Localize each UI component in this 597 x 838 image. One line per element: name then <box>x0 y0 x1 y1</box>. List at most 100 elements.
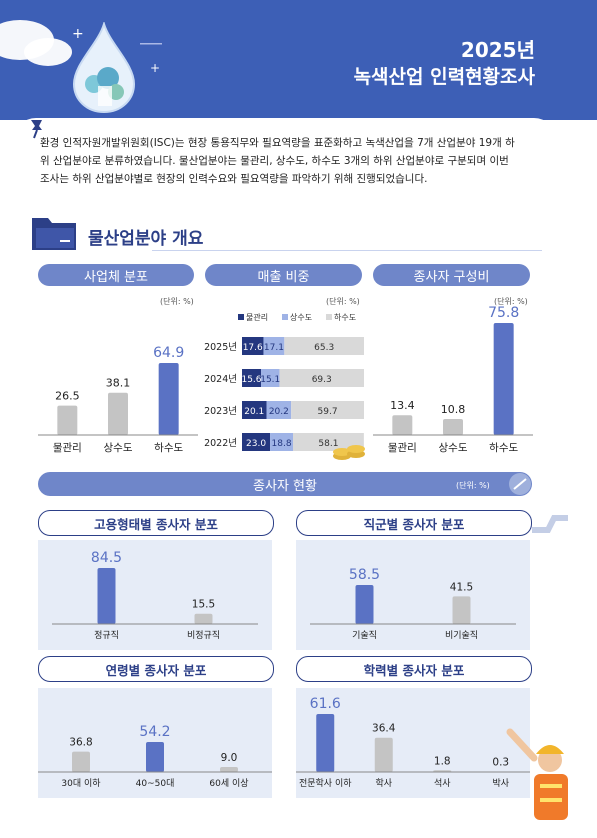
bar-정규직 <box>97 568 116 624</box>
bar-segment <box>266 401 292 419</box>
bar-물관리 <box>392 415 413 435</box>
value-label: 84.5 <box>91 550 122 566</box>
value-label: 15.1 <box>260 375 280 385</box>
education-chart-title: 학력별 종사자 분포 <box>296 656 532 682</box>
value-label: 38.1 <box>106 377 131 390</box>
bar-60세 이상 <box>220 767 238 772</box>
category-label: 60세 이상 <box>209 778 248 789</box>
bar-비기술직 <box>452 596 471 624</box>
category-label: 학사 <box>375 778 392 789</box>
value-label: 41.5 <box>450 581 473 593</box>
bar-30대 이하 <box>72 751 90 772</box>
value-label: 15.5 <box>192 599 215 611</box>
bar-segment <box>242 433 271 451</box>
pushpin-icon <box>31 120 42 139</box>
category-label: 정규직 <box>94 630 119 641</box>
value-label: 36.8 <box>69 737 92 749</box>
bar-하수도 <box>493 323 514 435</box>
value-label: 17.1 <box>264 343 284 353</box>
employment-panel <box>38 540 272 650</box>
category-label: 2022년 <box>204 438 237 449</box>
sales-unit: (단위: %) <box>326 297 360 306</box>
value-label: 23.0 <box>246 439 266 449</box>
bar-segment <box>242 337 264 355</box>
business-unit: (단위: %) <box>160 297 194 306</box>
water-pipe-icon <box>532 515 568 533</box>
svg-text:+: + <box>72 26 84 42</box>
bar-segment <box>263 337 285 355</box>
legend-swatch <box>326 314 332 320</box>
value-label: 65.3 <box>314 343 334 353</box>
legend-label: 물관리 <box>246 312 268 322</box>
category-label: 박사 <box>492 778 509 789</box>
employment-type-chart: 84.5 정규직 15.5 비정규직 <box>52 550 258 641</box>
svg-text:+: + <box>150 61 160 75</box>
value-label: 1.8 <box>434 755 451 767</box>
bar-segment <box>270 433 293 451</box>
bar-학사 <box>374 737 393 772</box>
bar-segment <box>292 433 364 451</box>
value-label: 59.7 <box>318 407 338 417</box>
employment-chart-title: 고용형태별 종사자 분포 <box>38 510 274 536</box>
value-label: 17.6 <box>243 343 263 353</box>
category-label: 상수도 <box>104 442 133 454</box>
pipe-end-icon <box>509 473 531 495</box>
category-label: 기술직 <box>352 630 377 641</box>
business-distribution-chart: 26.5 물관리 38.1 상수도 64.9 하수도 <box>38 345 198 454</box>
bar-상수도 <box>108 392 128 435</box>
value-label: 0.3 <box>492 757 509 769</box>
value-label: 61.6 <box>310 696 341 712</box>
age-chart-title: 연령별 종사자 분포 <box>38 656 274 682</box>
bar-하수도 <box>158 363 179 435</box>
value-label: 13.4 <box>390 399 415 412</box>
category-label: 상수도 <box>439 442 468 454</box>
workers-chart-title: 종사자 구성비 <box>373 264 530 286</box>
header-decoration: + + <box>0 20 162 75</box>
category-label: 2024년 <box>204 374 237 385</box>
coins-icon <box>333 445 365 460</box>
value-label: 54.2 <box>139 724 170 740</box>
legend-swatch <box>282 314 288 320</box>
jobgroup-chart-title: 직군별 종사자 분포 <box>296 510 532 536</box>
header-year: 2025년 <box>460 38 535 62</box>
bar-segment <box>242 369 262 387</box>
category-label: 하수도 <box>154 441 183 454</box>
folder-icon <box>32 218 76 250</box>
sales-share-chart: 물관리 상수도 하수도 2025년 17.6 17.1 65.3 2024년 15.615.1 6… <box>204 312 364 451</box>
value-label: 58.5 <box>349 567 380 583</box>
bar-전문학사 이하 <box>316 714 335 772</box>
education-panel <box>296 688 530 798</box>
category-label: 석사 <box>434 778 451 789</box>
category-label: 물관리 <box>53 442 82 454</box>
section-divider <box>152 250 542 251</box>
value-label: 18.8 <box>272 439 292 449</box>
bar-segment <box>242 401 267 419</box>
bar-상수도 <box>443 419 463 435</box>
value-label: 10.8 <box>441 403 466 416</box>
value-label: 15.6 <box>241 375 261 385</box>
category-label: 비정규직 <box>187 630 220 641</box>
worker-composition-chart: 13.4 물관리 10.8 상수도 75.8 하수도 <box>373 305 533 454</box>
category-label: 2023년 <box>204 406 237 417</box>
education-level-chart: 61.6 전문학사 이하 36.4 학사 1.8 석사 0.3 박사 <box>296 696 530 789</box>
worker-status-title: 종사자 현황 <box>38 472 532 496</box>
business-chart-title: 사업체 분포 <box>38 264 194 286</box>
header-title: 녹색산업 인력현황조사 <box>353 66 535 88</box>
bar-segment <box>261 369 280 387</box>
value-label: 26.5 <box>55 390 79 403</box>
value-label: 20.1 <box>244 407 264 417</box>
bar-segment <box>279 369 364 387</box>
value-label: 75.8 <box>488 305 519 321</box>
category-label: 전문학사 이하 <box>299 778 352 789</box>
value-label: 9.0 <box>221 752 238 764</box>
category-label: 2025년 <box>204 342 237 353</box>
category-label: 30대 이하 <box>61 778 101 789</box>
intro-text: 환경 인적자원개발위원회(ISC)는 현장 통용직무와 필요역량을 표준화하고 … <box>40 137 515 185</box>
value-label: 64.9 <box>153 345 184 361</box>
section-title: 물산업분야 개요 <box>88 229 204 249</box>
jobgroup-panel <box>296 540 530 650</box>
bar-segment <box>291 401 364 419</box>
bar-기술직 <box>355 585 374 624</box>
value-label: 20.2 <box>269 407 289 417</box>
value-label: 58.1 <box>318 439 338 449</box>
